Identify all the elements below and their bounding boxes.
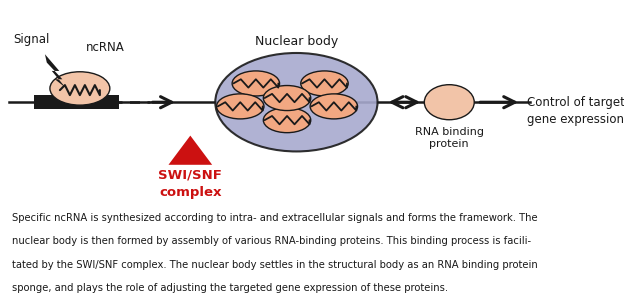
Text: sponge, and plays the role of adjusting the targeted gene expression of these pr: sponge, and plays the role of adjusting … <box>12 283 449 293</box>
Ellipse shape <box>301 71 348 96</box>
Text: nuclear body is then formed by assembly of various RNA-binding proteins. This bi: nuclear body is then formed by assembly … <box>12 236 532 246</box>
Text: Nuclear body: Nuclear body <box>255 35 338 48</box>
Polygon shape <box>45 54 66 88</box>
Ellipse shape <box>263 86 311 111</box>
Text: complex: complex <box>159 186 222 199</box>
Ellipse shape <box>263 108 311 133</box>
Text: Signal: Signal <box>14 33 50 46</box>
Text: protein: protein <box>429 139 469 149</box>
Text: tated by the SWI/SNF complex. The nuclear body settles in the structural body as: tated by the SWI/SNF complex. The nuclea… <box>12 260 538 270</box>
Ellipse shape <box>232 71 280 96</box>
Text: SWI/SNF: SWI/SNF <box>158 169 222 182</box>
Ellipse shape <box>217 94 264 119</box>
Ellipse shape <box>424 85 474 120</box>
Text: gene expression: gene expression <box>527 113 624 126</box>
Text: Control of target: Control of target <box>527 96 624 109</box>
Ellipse shape <box>50 72 110 105</box>
Text: ncRNA: ncRNA <box>86 41 125 55</box>
Polygon shape <box>168 136 212 165</box>
Ellipse shape <box>215 53 378 151</box>
Text: Specific ncRNA is synthesized according to intra- and extracellular signals and : Specific ncRNA is synthesized according … <box>12 213 538 223</box>
Bar <box>34 95 119 109</box>
Ellipse shape <box>310 94 358 119</box>
Text: RNA binding: RNA binding <box>415 127 484 137</box>
